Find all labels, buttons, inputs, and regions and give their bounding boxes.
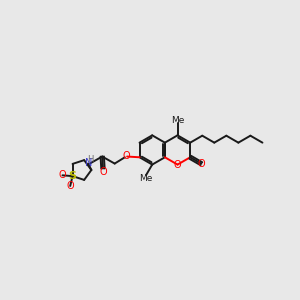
Text: O: O [122, 151, 130, 161]
Text: O: O [198, 159, 205, 169]
Text: S: S [69, 171, 76, 181]
Text: O: O [99, 167, 107, 177]
Text: Me: Me [171, 116, 184, 125]
Text: H: H [87, 155, 94, 164]
Text: N: N [85, 158, 93, 168]
Text: O: O [59, 170, 66, 180]
Text: Me: Me [140, 174, 153, 183]
Text: O: O [174, 160, 182, 170]
Text: O: O [66, 181, 74, 191]
